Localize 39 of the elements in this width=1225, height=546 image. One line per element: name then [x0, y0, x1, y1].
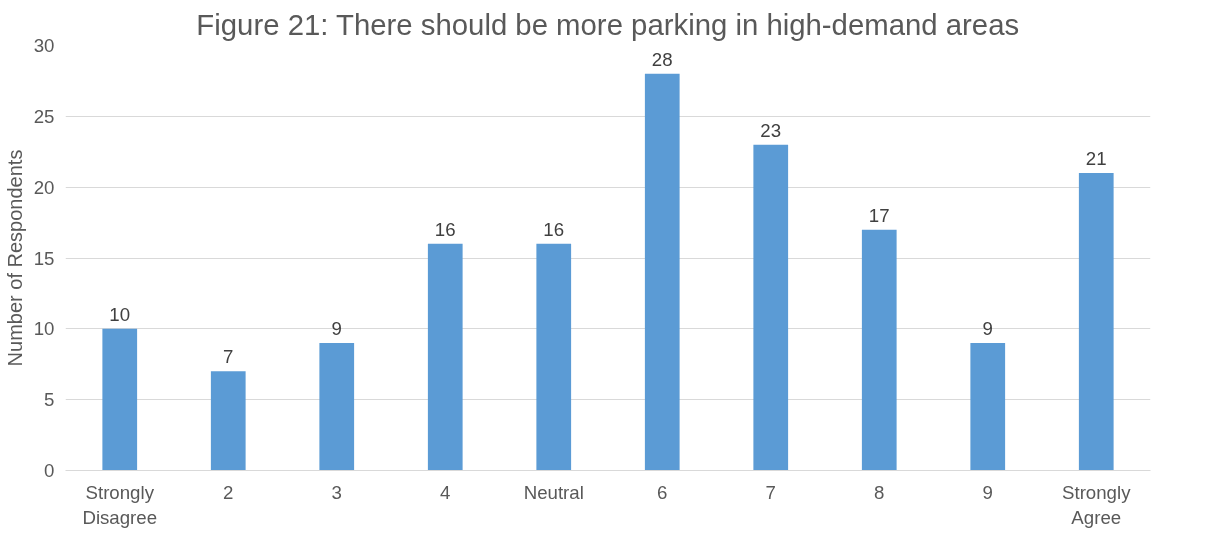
y-tick-label: 10 — [33, 318, 55, 340]
x-tick-label: 6 — [657, 481, 668, 503]
x-tick-label: Strongly Agree — [1062, 481, 1132, 528]
y-tick-label: 15 — [33, 247, 55, 269]
data-label: 28 — [651, 48, 673, 70]
data-label: 23 — [760, 119, 782, 141]
chart-title: Figure 21: There should be more parking in high-demand areas — [196, 7, 1020, 41]
x-tick-label: 9 — [982, 481, 993, 503]
bar — [861, 229, 897, 471]
x-tick-label: Neutral — [523, 481, 584, 503]
bar — [319, 343, 355, 471]
y-tick-label: 25 — [33, 105, 55, 127]
data-label: 16 — [543, 218, 565, 240]
data-label: 21 — [1085, 148, 1107, 169]
bar — [210, 371, 246, 471]
bar — [1078, 173, 1114, 471]
x-tick-label: 3 — [331, 481, 342, 503]
y-tick-label: 30 — [33, 35, 55, 56]
bar — [536, 243, 572, 471]
y-tick-label: 0 — [44, 460, 55, 481]
data-label: 7 — [223, 346, 234, 368]
x-tick-label: 8 — [874, 481, 885, 503]
y-axis-title: Number of Respondents — [3, 149, 26, 367]
x-tick-label: 7 — [765, 481, 776, 503]
data-label: 17 — [868, 204, 890, 226]
y-tick-label: 5 — [44, 389, 55, 411]
data-label: 9 — [331, 318, 342, 339]
data-label: 16 — [434, 218, 456, 240]
bar — [644, 73, 680, 471]
data-label: 9 — [982, 318, 993, 339]
bar — [427, 243, 463, 471]
x-tick-label: 4 — [440, 481, 451, 503]
data-label: 10 — [109, 303, 131, 325]
bar — [102, 328, 138, 471]
y-tick-label: 20 — [33, 176, 55, 198]
bar — [753, 144, 789, 471]
x-tick-label: Strongly Disagree — [82, 481, 158, 528]
x-tick-label: 2 — [223, 481, 234, 503]
bar — [970, 343, 1006, 471]
